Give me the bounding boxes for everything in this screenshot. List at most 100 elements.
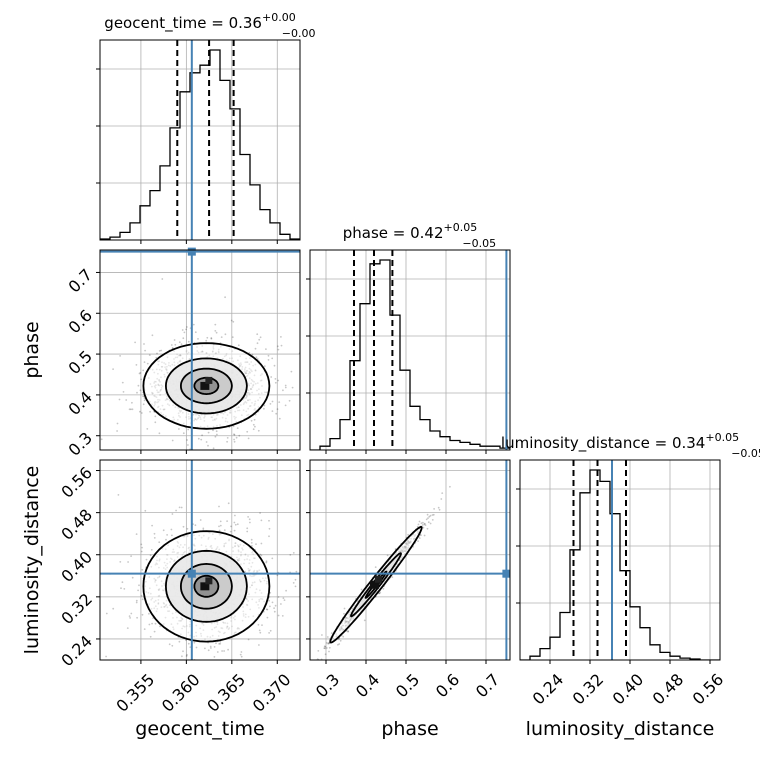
histogram-luminosity_distance [520,469,720,660]
scatter-point [160,349,163,352]
scatter-point [136,391,138,394]
scatter-point [219,524,222,527]
scatter-point [261,624,263,626]
scatter-point [273,607,275,609]
scatter-point [259,512,261,514]
scatter-point [328,642,330,644]
scatter-point [268,535,270,538]
scatter-point [127,561,129,563]
scatter-point [180,506,183,509]
scatter-point [187,340,190,343]
scatter-point [280,336,282,338]
scatter-point [310,664,312,666]
scatter-point [144,349,147,352]
x-tick-label: 0.24 [529,670,568,709]
scatter-point [187,444,189,446]
scatter-point [420,522,423,525]
scatter-point [363,619,366,622]
scatter-point [277,614,280,617]
scatter-point [249,521,251,524]
scatter-point [267,354,270,357]
x-tick-label: 0.32 [569,670,608,709]
scatter-point [267,359,270,361]
x-tick-label: 0.3 [312,670,343,701]
scatter-point [258,629,261,632]
scatter-point [418,537,421,539]
scatter-point [327,642,330,645]
scatter-point [282,389,284,392]
scatter-point [214,330,217,332]
scatter-point [256,333,259,336]
scatter-point [154,622,157,625]
scatter-point [269,403,272,405]
scatter-point [247,516,250,518]
histogram-geocent_time [100,49,300,240]
scatter-point [254,413,257,416]
scatter-point [289,554,292,556]
y-tick-label: 0.6 [65,306,96,337]
scatter-point [162,529,165,532]
scatter-point [218,525,220,528]
density-peak [205,376,213,384]
scatter-point [146,428,149,430]
scatter-point [186,527,189,530]
panel-frame [519,459,721,661]
scatter-point [284,384,287,387]
x-tick-label: 0.355 [112,670,158,716]
scatter-point [277,596,280,598]
scatter-point [139,410,141,413]
scatter-point [130,408,132,411]
scatter-point [138,372,141,375]
scatter-point [112,607,115,610]
scatter-point [141,598,144,601]
scatter-point [428,515,431,518]
y-tick-label: 0.48 [57,505,96,544]
scatter-point [153,532,156,535]
x-tick-label: 0.56 [689,670,728,709]
scatter-point [193,641,196,644]
scatter-point [230,319,233,322]
scatter-point [197,437,200,440]
scatter-point [233,433,235,436]
scatter-point [233,521,236,524]
scatter-point [148,623,151,626]
scatter-point [210,337,213,339]
scatter-point [118,398,121,401]
scatter-point [232,425,235,428]
scatter-point [250,542,253,544]
scatter-point [171,644,174,647]
scatter-point [130,612,133,615]
scatter-point [271,357,274,360]
scatter-point [143,361,146,363]
scatter-point [131,401,133,404]
scatter-point [196,451,198,453]
scatter-point [255,543,257,545]
scatter-point [197,338,199,340]
scatter-point [259,631,262,634]
scatter-point [421,524,424,526]
scatter-point [268,519,270,522]
scatter-point [325,647,328,649]
scatter-point [223,529,226,531]
x-axis-label: phase [381,718,438,740]
density-peak [375,575,382,583]
scatter-point [186,326,188,328]
grid [100,40,300,240]
scatter-point [407,533,409,536]
density-peak [200,582,210,591]
scatter-point [144,509,147,512]
x-tick-label: 0.4 [352,670,383,701]
scatter-point [237,344,240,347]
scatter-point [192,323,195,326]
scatter-point [201,434,204,437]
scatter-point [251,353,254,356]
scatter-point [135,599,138,602]
scatter-point [189,646,192,648]
scatter-point [338,643,341,645]
scatter-point [180,343,183,346]
scatter-panel-geocent_time-vs-phase [96,247,301,454]
scatter-point [95,625,97,627]
scatter-point [116,422,119,425]
scatter-point [233,434,236,436]
